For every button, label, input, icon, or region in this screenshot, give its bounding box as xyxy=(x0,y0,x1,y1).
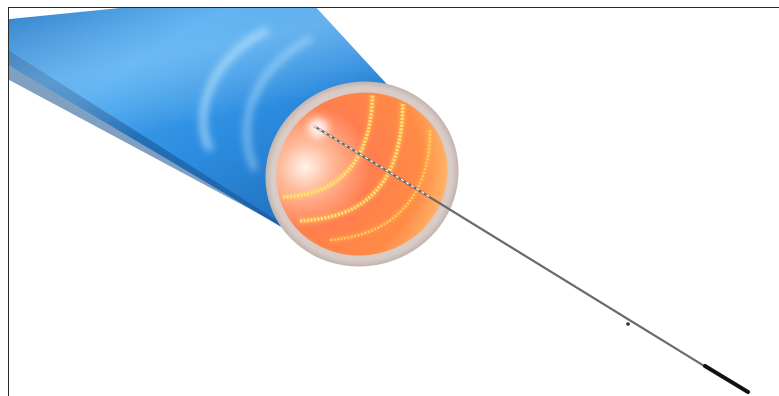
glow-ring-3 xyxy=(329,129,432,242)
fiber-marker xyxy=(626,322,630,326)
frame-left-border xyxy=(8,7,9,396)
glow-ring-1 xyxy=(282,74,375,199)
glow-ring-2 xyxy=(299,77,405,223)
jacket-band-1 xyxy=(199,26,270,152)
fiber-strand-highlight xyxy=(313,125,431,198)
frame-top-border xyxy=(8,7,779,8)
fiber-tip xyxy=(703,364,750,394)
jacket-band-2 xyxy=(243,35,314,172)
